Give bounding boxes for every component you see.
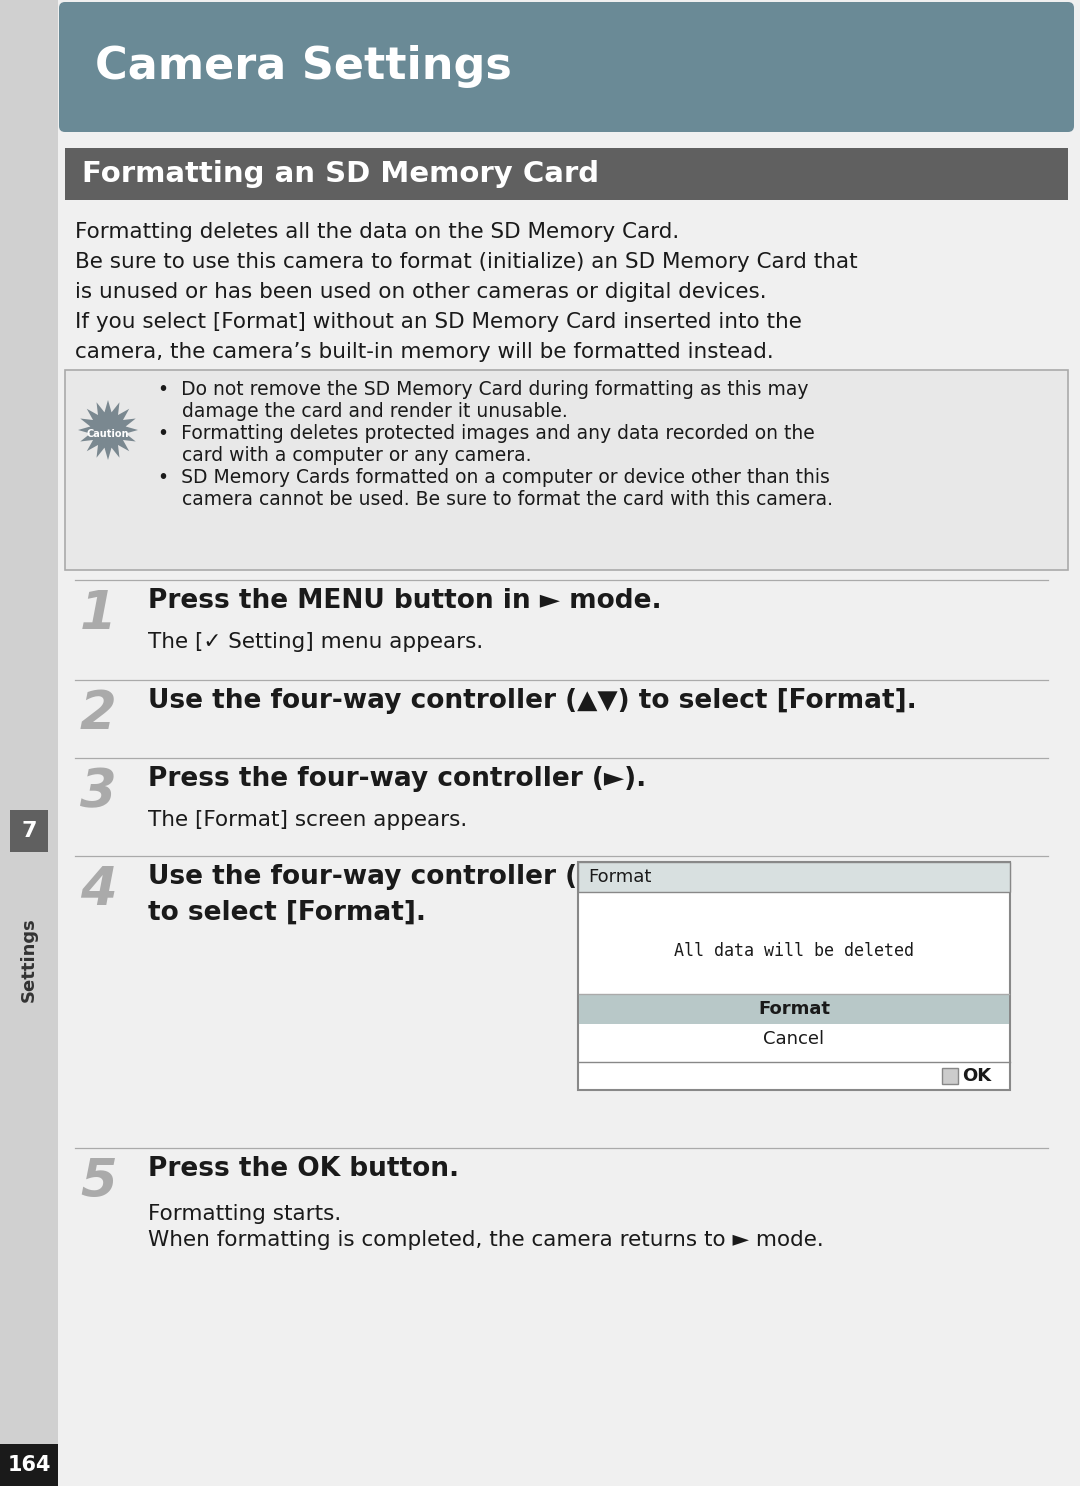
Text: When formatting is completed, the camera returns to ► mode.: When formatting is completed, the camera… <box>148 1230 824 1250</box>
Text: damage the card and render it unusable.: damage the card and render it unusable. <box>158 403 568 421</box>
Text: Press the MENU button in ► mode.: Press the MENU button in ► mode. <box>148 588 662 614</box>
Text: Formatting an SD Memory Card: Formatting an SD Memory Card <box>82 160 599 189</box>
Bar <box>578 862 1010 892</box>
Text: The [✓ Setting] menu appears.: The [✓ Setting] menu appears. <box>148 632 483 652</box>
Bar <box>942 1068 958 1083</box>
Bar <box>10 810 48 851</box>
FancyBboxPatch shape <box>59 1 1074 132</box>
Text: If you select [Format] without an SD Memory Card inserted into the: If you select [Format] without an SD Mem… <box>75 312 801 331</box>
Text: 2: 2 <box>80 688 117 740</box>
Text: Cancel: Cancel <box>764 1030 824 1048</box>
Text: All data will be deleted: All data will be deleted <box>674 942 914 960</box>
Text: 164: 164 <box>8 1455 51 1476</box>
Bar <box>578 862 1010 1091</box>
Text: •  SD Memory Cards formatted on a computer or device other than this: • SD Memory Cards formatted on a compute… <box>158 468 829 487</box>
Text: Press the four-way controller (►).: Press the four-way controller (►). <box>148 765 646 792</box>
Text: •  Formatting deletes protected images and any data recorded on the: • Formatting deletes protected images an… <box>158 424 814 443</box>
Text: 3: 3 <box>80 765 117 817</box>
Text: Be sure to use this camera to format (initialize) an SD Memory Card that: Be sure to use this camera to format (in… <box>75 253 858 272</box>
Bar <box>0 1444 58 1486</box>
Text: camera, the camera’s built-in memory will be formatted instead.: camera, the camera’s built-in memory wil… <box>75 342 773 363</box>
Text: OK: OK <box>962 1067 991 1085</box>
Text: Camera Settings: Camera Settings <box>95 46 512 89</box>
Text: camera cannot be used. Be sure to format the card with this camera.: camera cannot be used. Be sure to format… <box>158 490 833 510</box>
Bar <box>65 370 1068 571</box>
Text: Format: Format <box>758 1000 831 1018</box>
Text: The [Format] screen appears.: The [Format] screen appears. <box>148 810 468 831</box>
Text: Caution: Caution <box>86 429 130 438</box>
Text: Formatting deletes all the data on the SD Memory Card.: Formatting deletes all the data on the S… <box>75 221 679 242</box>
Bar <box>65 149 1068 201</box>
Text: Press the OK button.: Press the OK button. <box>148 1156 459 1181</box>
Text: card with a computer or any camera.: card with a computer or any camera. <box>158 446 531 465</box>
Text: Settings: Settings <box>21 918 38 1003</box>
Bar <box>579 994 1009 1024</box>
Polygon shape <box>78 400 138 461</box>
Text: Use the four-way controller (▲▼) to select [Format].: Use the four-way controller (▲▼) to sele… <box>148 688 917 713</box>
Text: 4: 4 <box>80 863 117 915</box>
Text: 7: 7 <box>22 820 37 841</box>
Text: •  Do not remove the SD Memory Card during formatting as this may: • Do not remove the SD Memory Card durin… <box>158 380 809 400</box>
Text: Format: Format <box>588 868 651 886</box>
Text: 5: 5 <box>80 1156 117 1208</box>
Text: is unused or has been used on other cameras or digital devices.: is unused or has been used on other came… <box>75 282 767 302</box>
Text: Formatting starts.: Formatting starts. <box>148 1204 341 1224</box>
Bar <box>0 0 58 1486</box>
Text: Use the four-way controller (▲▼)
to select [Format].: Use the four-way controller (▲▼) to sele… <box>148 863 630 926</box>
Text: 1: 1 <box>80 588 117 640</box>
